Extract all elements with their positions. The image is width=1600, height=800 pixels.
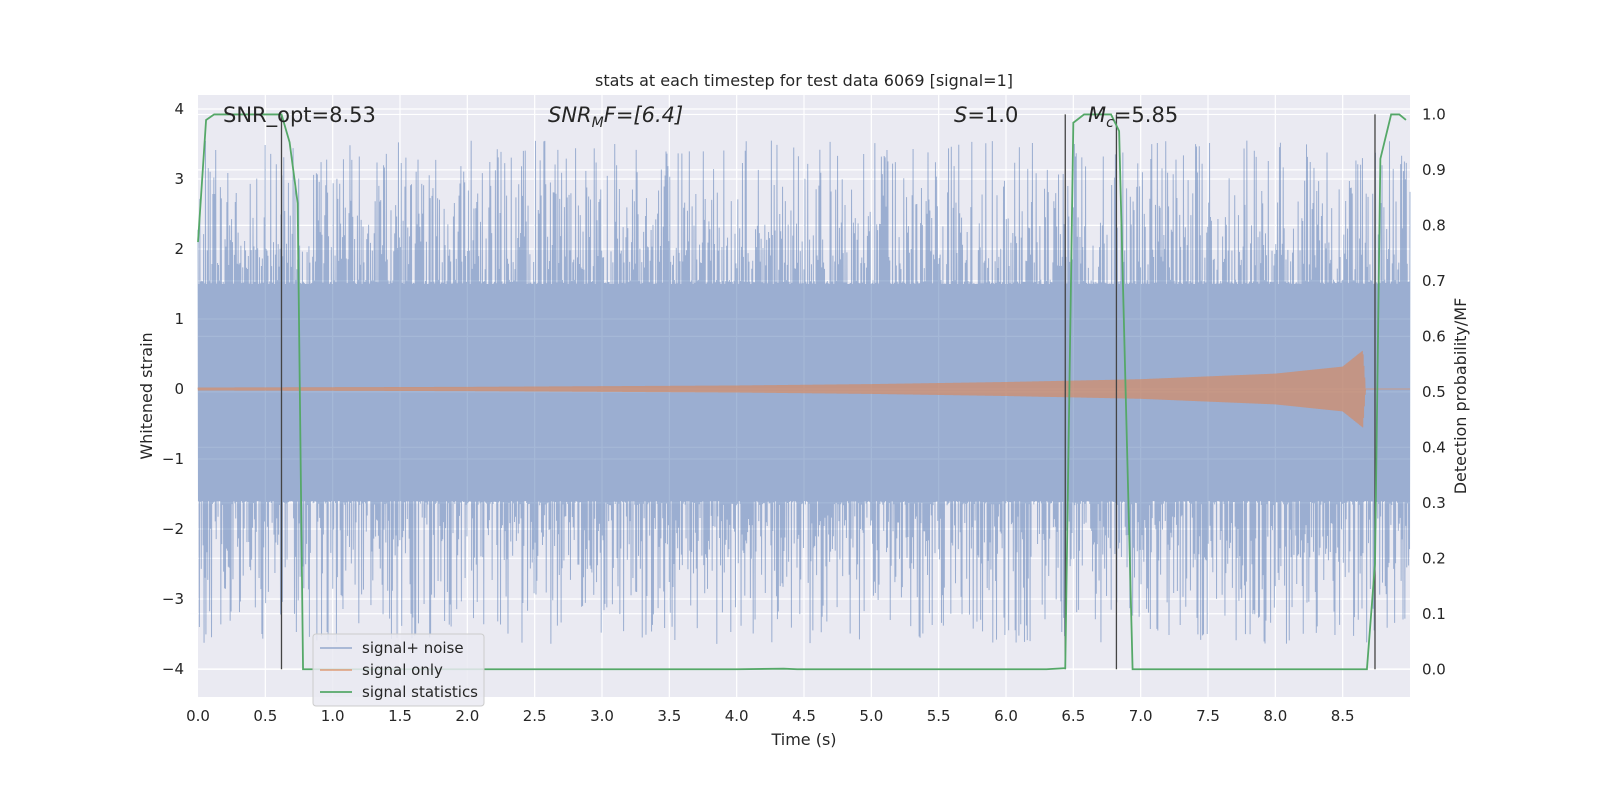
x-tick-label: 0.5 (253, 707, 277, 725)
y2-tick-label: 0.2 (1422, 549, 1446, 567)
y-tick-labels: 4 3 2 1 0 −1 −2 −3 −4 (162, 100, 184, 678)
legend-box (312, 633, 485, 707)
x-tick-label: 2.5 (523, 707, 547, 725)
x-tick-label: 1.0 (321, 707, 345, 725)
x-tick-label: 1.5 (388, 707, 412, 725)
y2-tick-label: 0.7 (1422, 272, 1446, 290)
annotation-s: S=1.0 (954, 103, 1018, 127)
y-tick-label: −2 (162, 520, 184, 538)
series-signal-only (197, 350, 1410, 428)
x-tick-label: 3.0 (590, 707, 614, 725)
annotation-snr-opt: SNR_opt=8.53 (223, 103, 376, 128)
x-tick-label: 6.5 (1061, 707, 1085, 725)
signal-noise-line (197, 140, 1411, 644)
x-axis-label: Time (s) (770, 730, 836, 749)
x-tick-label: 4.0 (725, 707, 749, 725)
series-signal-noise (197, 140, 1411, 644)
y-tick-label: 0 (174, 380, 184, 398)
y-tick-label: 2 (174, 240, 184, 258)
x-tick-label: 0.0 (186, 707, 210, 725)
signal-only-line (197, 350, 1410, 428)
vertical-markers (280, 114, 1376, 670)
x-tick-label: 8.5 (1331, 707, 1355, 725)
signal-statistics-line (197, 113, 1407, 671)
y2-tick-label: 0.3 (1422, 494, 1446, 512)
y-tick-label: −1 (162, 450, 184, 468)
x-tick-label: 7.5 (1196, 707, 1220, 725)
y2-tick-label: 0.8 (1422, 216, 1446, 234)
y2-tick-label: 0.9 (1422, 161, 1446, 179)
x-tick-label: 3.5 (657, 707, 681, 725)
y-tick-label: 3 (174, 170, 184, 188)
legend: signal+ noise signal only signal statist… (312, 633, 485, 707)
y2-tick-label: 0.4 (1422, 438, 1446, 456)
chart-title: stats at each timestep for test data 606… (595, 71, 1013, 90)
x-tick-labels: 0.0 0.5 1.0 1.5 2.0 2.5 3.0 3.5 4.0 4.5 5.0 5.5 6.0 6… (186, 707, 1355, 725)
legend-label-signal-noise: signal+ noise (362, 639, 464, 657)
y-tick-label: −3 (162, 590, 184, 608)
y2-tick-label: 0.1 (1422, 605, 1446, 623)
y-axis-label: Whitened strain (137, 332, 156, 459)
y2-axis-label: Detection probability/MF (1451, 298, 1470, 495)
y-tick-label: −4 (162, 660, 184, 678)
y-tick-label: 4 (174, 100, 184, 118)
x-tick-label: 7.0 (1129, 707, 1153, 725)
x-tick-label: 5.0 (859, 707, 883, 725)
y2-tick-label: 0.5 (1422, 383, 1446, 401)
legend-label-signal-statistics: signal statistics (362, 683, 478, 701)
x-tick-label: 6.0 (994, 707, 1018, 725)
series-signal-statistics (197, 113, 1407, 671)
annotation-snr-mf: SNRMF=[6.4] (548, 103, 683, 131)
y-tick-label: 1 (174, 310, 184, 328)
x-tick-label: 4.5 (792, 707, 816, 725)
y2-tick-label: 0.6 (1422, 327, 1446, 345)
y2-tick-labels: 1.0 0.9 0.8 0.7 0.6 0.5 0.4 0.3 0.2 0.1 0.0 (1422, 105, 1446, 678)
annotation-mc: Mc=5.85 (1088, 103, 1178, 131)
y2-tick-label: 0.0 (1422, 660, 1446, 678)
x-tick-label: 2.0 (455, 707, 479, 725)
x-tick-label: 5.5 (927, 707, 951, 725)
y2-tick-label: 1.0 (1422, 105, 1446, 123)
x-tick-label: 8.0 (1263, 707, 1287, 725)
legend-label-signal-only: signal only (362, 661, 443, 679)
